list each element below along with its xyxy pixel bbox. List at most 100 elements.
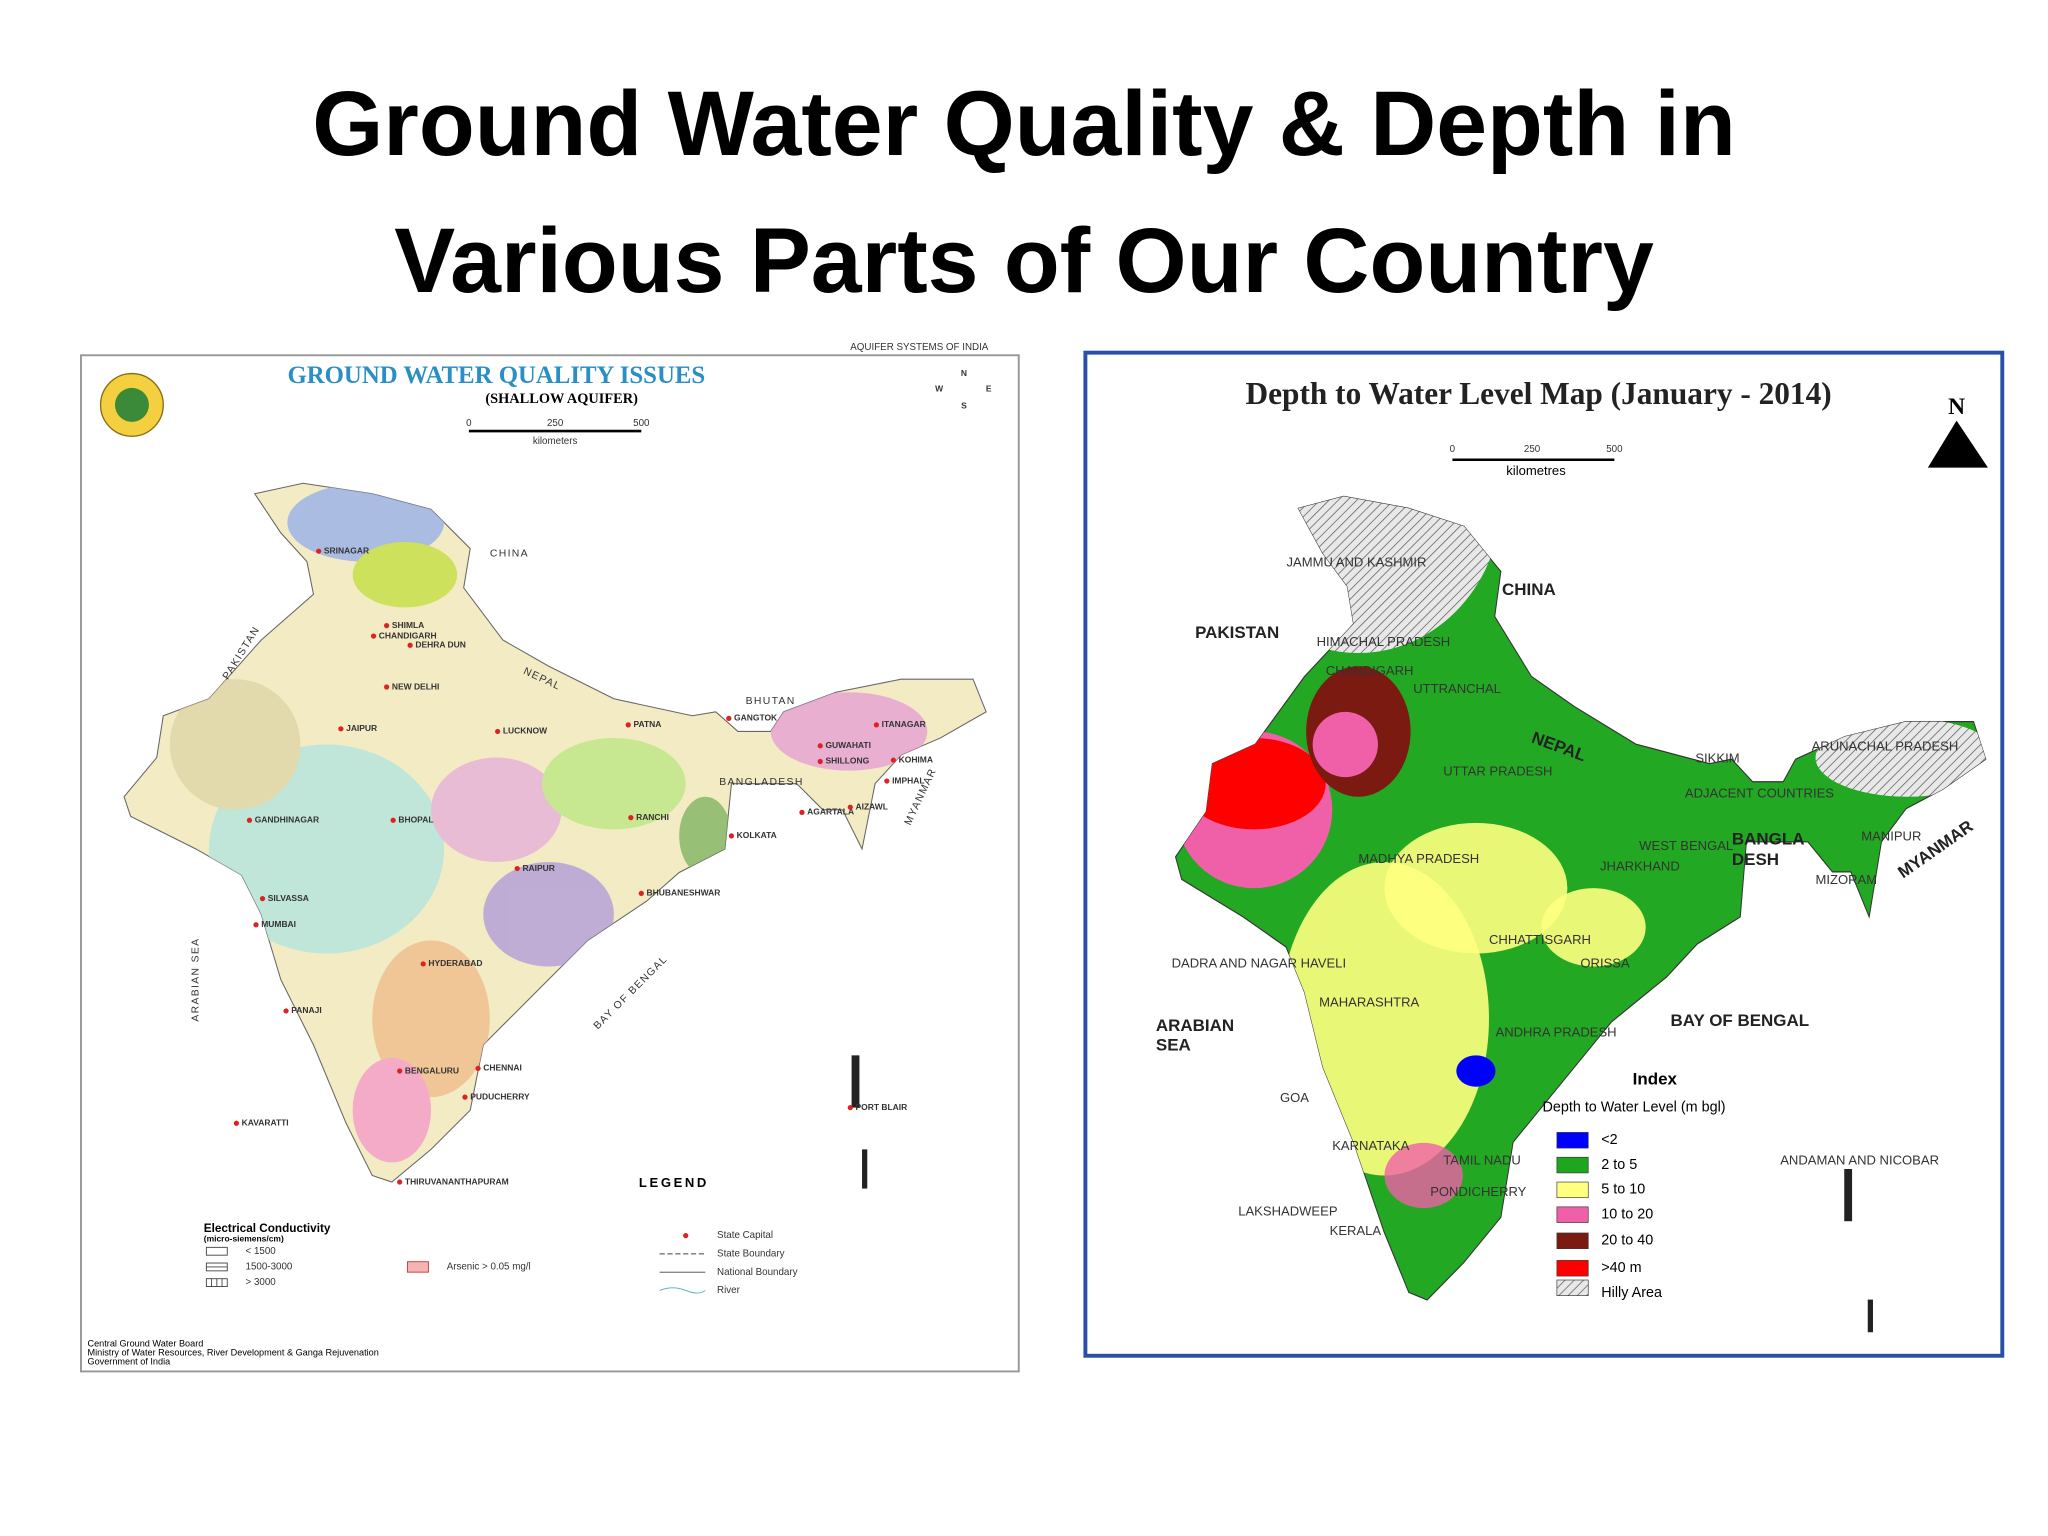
city-label: ITANAGAR [882,719,926,729]
slide-title: Various Parts of Our Country [394,210,1654,312]
map-title: GROUND WATER QUALITY ISSUES [287,362,705,389]
capital-marker [726,715,732,721]
city-label: BHUBANESHWAR [647,888,721,898]
city-label: BHOPAL [398,814,433,824]
city-label: GANDHINAGAR [255,814,319,824]
country-label: CHINA [490,549,529,560]
scale-label: 0 [466,418,472,429]
capital-marker [847,1104,853,1111]
north-arrow [1927,420,1988,468]
city-label: RANCHI [636,812,669,822]
andaman [851,1055,868,1189]
state-label: ADJACENT COUNTRIES [1685,786,1834,801]
capital-marker [397,1068,403,1074]
capital-marker [420,961,426,967]
city-label: THIRUVANANTHAPURAM [405,1176,509,1186]
state-label: SIKKIM [1695,750,1739,765]
index-subtitle: Depth to Water Level (m bgl) [1543,1099,1726,1115]
state-label: ANDHRA PRADESH [1496,1025,1617,1040]
country-label: BANGLADESH [719,777,803,788]
country-label: CHINA [1502,580,1556,599]
scale-label: 250 [1524,444,1541,455]
capital-marker [233,1120,240,1126]
city-label: SRINAGAR [324,545,369,555]
city-label: GUWAHATI [825,740,870,750]
index-label: 10 to 20 [1601,1206,1653,1222]
index-swatch [1556,1132,1589,1149]
capital-marker [638,890,644,896]
state-label: KERALA [1330,1223,1382,1238]
index-label: 2 to 5 [1601,1157,1637,1173]
city-label: PANAJI [291,1005,321,1015]
scale-label: 0 [1450,444,1456,455]
north-label: N [1948,394,1965,420]
state-label: ARUNACHAL PRADESH [1812,739,1959,754]
capital-marker [514,865,520,872]
index-label: >40 m [1601,1260,1641,1276]
country-label: BAY OF BENGAL [1671,1011,1810,1030]
state-label: JHARKHAND [1600,859,1680,874]
index-label: <2 [1601,1132,1617,1148]
legend-item: State Capital [717,1230,773,1241]
capital-marker [370,633,377,639]
legend-heading: Electrical Conductivity [204,1222,331,1235]
capital-marker [384,684,390,690]
city-label: DEHRA DUN [415,639,466,649]
legend-item: River [717,1285,741,1296]
state-label: MANIPUR [1861,829,1921,844]
city-label: BENGALURU [405,1065,459,1075]
scale-label: 500 [633,418,650,429]
state-label: WEST BENGAL [1639,838,1733,853]
city-label: SHILLONG [825,756,869,766]
country-label: PAKISTAN [1195,623,1279,642]
legend-swatches [205,1232,706,1294]
legend-title: LEGEND [639,1175,709,1190]
capital-marker [847,804,853,810]
scale-unit: kilometers [533,436,578,447]
legend-item: < 1500 [246,1246,277,1257]
state-label: ANDAMAN AND NICOBAR [1780,1153,1939,1168]
compass: E [986,383,992,393]
legend-item: National Boundary [717,1267,798,1278]
capital-marker [884,778,890,784]
index-swatch [1556,1260,1589,1277]
state-label: TAMIL NADU [1443,1153,1521,1168]
capital-marker [817,743,823,749]
city-label: JAIPUR [346,723,377,733]
capital-marker [625,722,631,728]
city-label: KAVARATTI [242,1117,289,1127]
city-label: RAIPUR [522,863,554,873]
legend-item: Arsenic > 0.05 mg/l [447,1262,531,1273]
state-label: ORISSA [1580,955,1630,970]
state-label: DADRA AND NAGAR HAVELI [1172,955,1347,970]
compass: W [935,383,943,393]
city-label: CHENNAI [483,1063,522,1073]
andaman-right [1844,1168,1873,1333]
footer: Government of India [88,1357,172,1367]
capital-marker [799,809,805,816]
footer: Central Ground Water Board [88,1338,204,1348]
city-label: HYDERABAD [428,958,482,968]
capital-marker [890,757,896,763]
map-title: Depth to Water Level Map (January - 2014… [1246,376,1832,411]
state-label: MADHYA PRADESH [1358,851,1479,866]
state-label: PONDICHERRY [1430,1184,1526,1199]
state-label: UTTAR PRADESH [1443,763,1552,778]
capital-marker [283,1008,289,1014]
capital-marker [873,722,880,728]
capital-marker [397,1179,403,1185]
state-label: KARNATAKA [1332,1138,1409,1153]
state-label: HIMACHAL PRADESH [1317,634,1451,649]
scale-unit: kilometres [1506,463,1566,478]
scale-label: 500 [1606,444,1623,455]
city-label: PATNA [633,719,661,729]
city-label: LUCKNOW [503,726,547,736]
capital-marker [338,726,344,732]
state-label: CHHATTISGARH [1489,932,1591,947]
capital-marker [390,817,396,823]
index-label: Hilly Area [1601,1285,1662,1301]
country-label: BANGLA [1732,829,1805,848]
city-label: SHIMLA [392,620,424,630]
